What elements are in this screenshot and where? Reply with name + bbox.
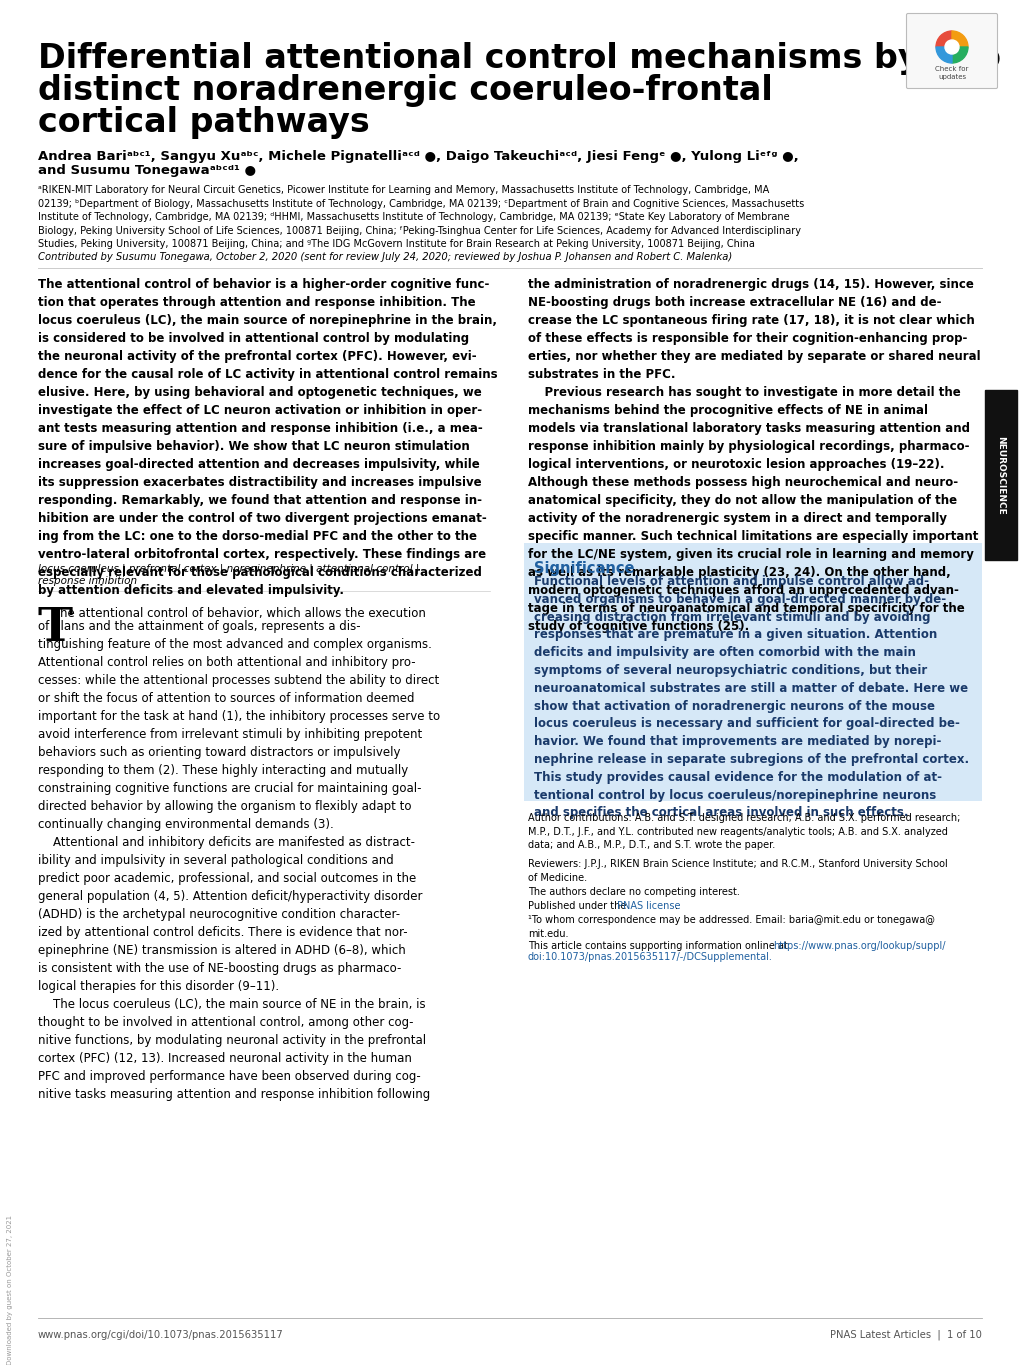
Bar (984, 390, 1016, 560)
Text: response inhibition: response inhibition (38, 576, 137, 586)
Text: cortical pathways: cortical pathways (38, 106, 370, 139)
Text: Andrea Bariᵃᵇᶜ¹, Sangyu Xuᵃᵇᶜ, Michele Pignatelliᵃᶜᵈ ●, Daigo Takeuchiᵃᶜᵈ, Jiesi: Andrea Bariᵃᵇᶜ¹, Sangyu Xuᵃᵇᶜ, Michele P… (38, 150, 798, 162)
Text: .: . (675, 901, 678, 910)
Circle shape (944, 40, 958, 55)
Text: NEUROSCIENCE: NEUROSCIENCE (996, 435, 1005, 515)
Text: Contributed by Susumu Tonegawa, October 2, 2020 (sent for review July 24, 2020; : Contributed by Susumu Tonegawa, October … (38, 253, 732, 262)
Text: The authors declare no competing interest.: The authors declare no competing interes… (528, 887, 739, 897)
Text: www.pnas.org/cgi/doi/10.1073/pnas.2015635117: www.pnas.org/cgi/doi/10.1073/pnas.201563… (38, 1330, 283, 1340)
Text: Significance: Significance (534, 561, 634, 576)
Text: the administration of noradrenergic drugs (14, 15). However, since
NE-boosting d: the administration of noradrenergic drug… (528, 278, 979, 633)
Text: Functional levels of attention and impulse control allow ad-
vanced organisms to: Functional levels of attention and impul… (534, 575, 968, 819)
Wedge shape (935, 46, 951, 63)
Text: of plans and the attainment of goals, represents a dis-
tinguishing feature of t: of plans and the attainment of goals, re… (38, 620, 439, 1102)
Text: ᵃRIKEN-MIT Laboratory for Neural Circuit Genetics, Picower Institute for Learnin: ᵃRIKEN-MIT Laboratory for Neural Circuit… (38, 186, 803, 250)
Text: Check for: Check for (934, 66, 968, 72)
Wedge shape (951, 31, 967, 46)
Text: Reviewers: J.P.J., RIKEN Brain Science Institute; and R.C.M., Stanford Universit: Reviewers: J.P.J., RIKEN Brain Science I… (528, 859, 947, 883)
Text: https://www.pnas.org/lookup/suppl/: https://www.pnas.org/lookup/suppl/ (772, 940, 945, 951)
Text: doi:10.1073/pnas.2015635117/-/DCSupplemental.: doi:10.1073/pnas.2015635117/-/DCSuppleme… (528, 951, 772, 962)
Text: Differential attentional control mechanisms by two: Differential attentional control mechani… (38, 42, 1000, 75)
Text: Downloaded by guest on October 27, 2021: Downloaded by guest on October 27, 2021 (7, 1215, 13, 1365)
Text: PNAS license: PNAS license (616, 901, 680, 910)
Wedge shape (951, 46, 967, 63)
FancyBboxPatch shape (906, 14, 997, 89)
Text: Author contributions: A.B. and S.T. designed research; A.B. and S.X. performed r: Author contributions: A.B. and S.T. desi… (528, 814, 960, 850)
Text: he attentional control of behavior, which allows the execution: he attentional control of behavior, whic… (60, 607, 426, 620)
Text: Published under the: Published under the (528, 901, 629, 910)
Text: ¹To whom correspondence may be addressed. Email: baria@mit.edu or tonegawa@
mit.: ¹To whom correspondence may be addressed… (528, 915, 934, 939)
Text: T: T (38, 605, 73, 651)
FancyBboxPatch shape (524, 543, 981, 801)
Wedge shape (935, 31, 951, 46)
Text: The attentional control of behavior is a higher-order cognitive func-
tion that : The attentional control of behavior is a… (38, 278, 497, 597)
Text: distinct noradrenergic coeruleo-frontal: distinct noradrenergic coeruleo-frontal (38, 74, 772, 106)
Text: This article contains supporting information online at: This article contains supporting informa… (528, 940, 790, 951)
Text: locus coeruleus | prefrontal cortex | norepinephrine | attentional control |: locus coeruleus | prefrontal cortex | no… (38, 562, 419, 573)
Text: updates: updates (937, 74, 965, 81)
Text: PNAS Latest Articles  |  1 of 10: PNAS Latest Articles | 1 of 10 (829, 1330, 981, 1340)
Text: and Susumu Tonegawaᵃᵇᶜᵈ¹ ●: and Susumu Tonegawaᵃᵇᶜᵈ¹ ● (38, 164, 256, 177)
